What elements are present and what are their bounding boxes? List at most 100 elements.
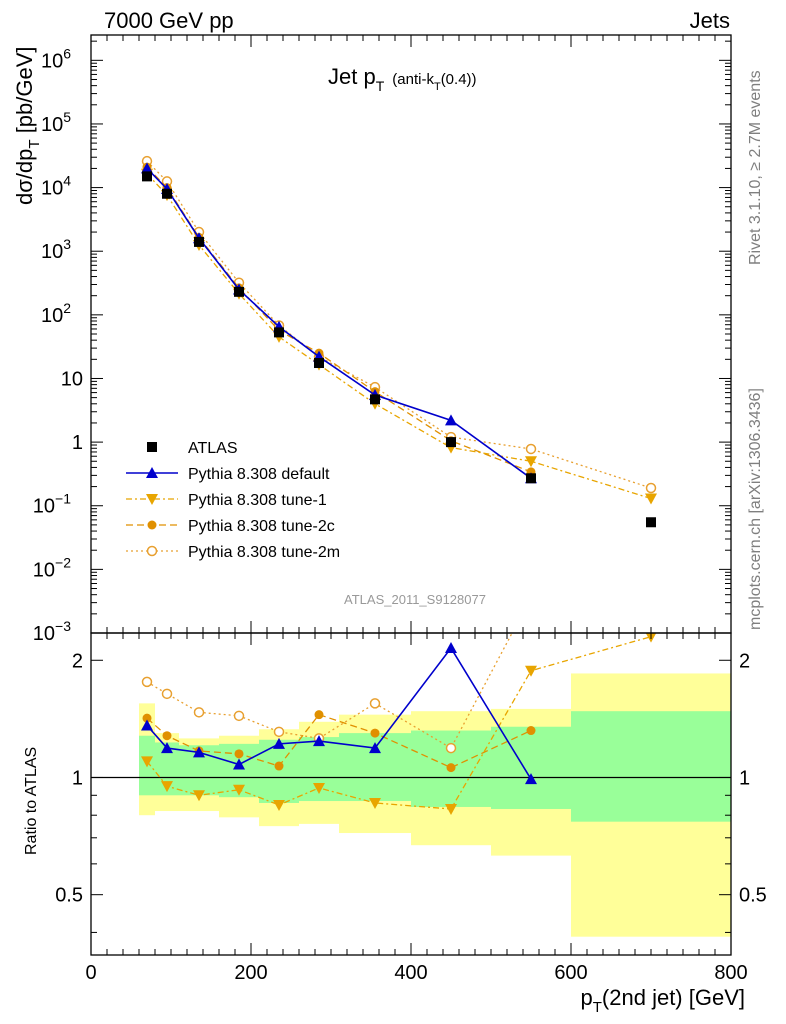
ratio-point-tune2m — [445, 742, 457, 754]
data-point-tune1 — [645, 493, 657, 505]
ratio-point-default — [141, 719, 153, 731]
ratio-point-tune2c — [370, 728, 380, 738]
data-point-atlas — [194, 236, 204, 247]
x-tick-label: 0 — [85, 962, 96, 984]
ratio-point-tune2c — [234, 749, 244, 759]
ratio-y-tick-label-right: 1 — [739, 767, 750, 789]
ratio-point-tune2m — [141, 676, 153, 688]
data-point-tune1 — [525, 456, 537, 468]
ratio-point-tune1 — [525, 665, 537, 677]
plot-title-main: Jet p — [328, 64, 376, 89]
main-y-tick-label: 10−3 — [33, 618, 71, 645]
x-axis-label-b: (2nd jet) [GeV] — [602, 985, 745, 1010]
ratio-point-tune2c — [314, 710, 324, 720]
ratio-point-default — [445, 642, 457, 654]
ratio-y-tick-label-right: 2 — [739, 650, 750, 672]
main-plot-layer — [141, 155, 657, 528]
ratio-point-default — [193, 746, 205, 758]
legend-marker-tune2c — [147, 520, 157, 530]
plot-title: Jet pT (anti-kT(0.4)) — [328, 64, 477, 94]
ratio-point-tune1 — [193, 790, 205, 802]
x-tick-label: 200 — [234, 962, 267, 984]
main-y-tick-label: 103 — [41, 236, 71, 263]
plot-title-detail-sub: T — [434, 81, 441, 93]
legend: ATLAS Pythia 8.308 default Pythia 8.308 tu… — [126, 440, 340, 561]
data-point-default — [141, 162, 153, 174]
ratio-point-default — [161, 742, 173, 754]
green-band-bin — [259, 739, 299, 803]
x-axis-label: pT(2nd jet) [GeV] — [581, 985, 746, 1016]
data-point-atlas — [646, 517, 656, 528]
data-point-atlas — [526, 473, 536, 484]
legend-label-atlas: ATLAS — [188, 440, 238, 457]
series-line-tune2c — [146, 166, 532, 473]
data-point-atlas — [162, 188, 172, 199]
ratio-point-tune2m — [233, 710, 245, 722]
x-tick-label: 400 — [394, 962, 427, 984]
main-y-tick-label: 10−1 — [33, 491, 71, 518]
main-y-axis-label-b: [pb/GeV] — [12, 46, 37, 139]
plot-title-detail: (anti-k — [392, 71, 434, 88]
series-line-default — [146, 167, 532, 479]
category-label: Jets — [690, 8, 730, 33]
ratio-point-default — [233, 758, 245, 770]
legend-marker-tune2m — [146, 545, 158, 557]
data-point-atlas — [234, 286, 244, 297]
ratio-point-tune1 — [273, 799, 285, 811]
legend-marker-default — [146, 467, 158, 478]
x-axis-label-sub: T — [593, 999, 602, 1016]
ratio-y-tick-label-left: 2 — [72, 650, 83, 672]
ratio-point-default — [369, 742, 381, 754]
ratio-point-tune2m — [273, 726, 285, 738]
ratio-point-default — [525, 773, 537, 785]
main-y-tick-label: 102 — [41, 300, 71, 327]
legend-label-default: Pythia 8.308 default — [188, 466, 330, 483]
data-point-atlas — [314, 358, 324, 369]
data-point-atlas — [274, 327, 284, 338]
ratio-plot-layer — [141, 633, 657, 815]
legend-label-tune1: Pythia 8.308 tune-1 — [188, 492, 327, 509]
ratio-point-tune1 — [141, 756, 153, 768]
ratio-y-tick-label-right: 0.5 — [739, 885, 767, 907]
legend-label-tune2m: Pythia 8.308 tune-2m — [188, 544, 340, 561]
data-point-atlas — [142, 171, 152, 182]
mcplots-label: mcplots.cern.ch [arXiv:1306.3436] — [747, 388, 764, 630]
ratio-point-tune1 — [445, 803, 457, 815]
x-tick-label: 800 — [714, 962, 747, 984]
main-y-tick-label: 104 — [41, 173, 71, 200]
series-line-tune2m — [146, 160, 652, 489]
data-point-atlas — [370, 394, 380, 405]
data-point-tune2m — [645, 482, 657, 494]
ratio-line-tune2m — [146, 633, 513, 749]
plot-title-detail-end: (0.4)) — [441, 71, 477, 88]
main-y-axis-label-sub: T — [26, 139, 43, 148]
legend-label-tune2c: Pythia 8.308 tune-2c — [188, 518, 335, 535]
ratio-point-tune1 — [161, 781, 173, 793]
ratio-point-tune1 — [233, 784, 245, 796]
ratio-point-tune2c — [526, 726, 536, 736]
ratio-point-default — [313, 735, 325, 747]
energy-label: 7000 GeV pp — [104, 8, 234, 33]
main-y-tick-label: 106 — [41, 45, 71, 72]
main-y-axis-label-a: dσ/dp — [12, 149, 37, 205]
legend-marker-tune1 — [146, 494, 158, 505]
ratio-point-tune2m — [193, 707, 205, 718]
x-tick-label: 600 — [554, 962, 587, 984]
main-y-tick-label: 1 — [72, 432, 83, 454]
ratio-point-tune2c — [142, 713, 152, 723]
ratio-point-tune2m — [161, 688, 173, 700]
legend-marker-atlas — [147, 442, 157, 452]
ratio-y-tick-label-left: 1 — [72, 767, 83, 789]
ratio-point-tune2c — [162, 731, 172, 741]
data-point-default — [445, 414, 457, 426]
ratio-point-default — [273, 737, 285, 749]
ratio-point-tune1 — [369, 797, 381, 809]
ratio-point-tune1 — [313, 782, 325, 794]
analysis-id-label: ATLAS_2011_S9128077 — [344, 592, 486, 607]
series-line-tune1 — [146, 173, 652, 500]
data-point-tune2m — [525, 443, 537, 455]
ratio-point-tune2c — [274, 761, 284, 771]
ratio-point-tune2c — [446, 763, 456, 773]
